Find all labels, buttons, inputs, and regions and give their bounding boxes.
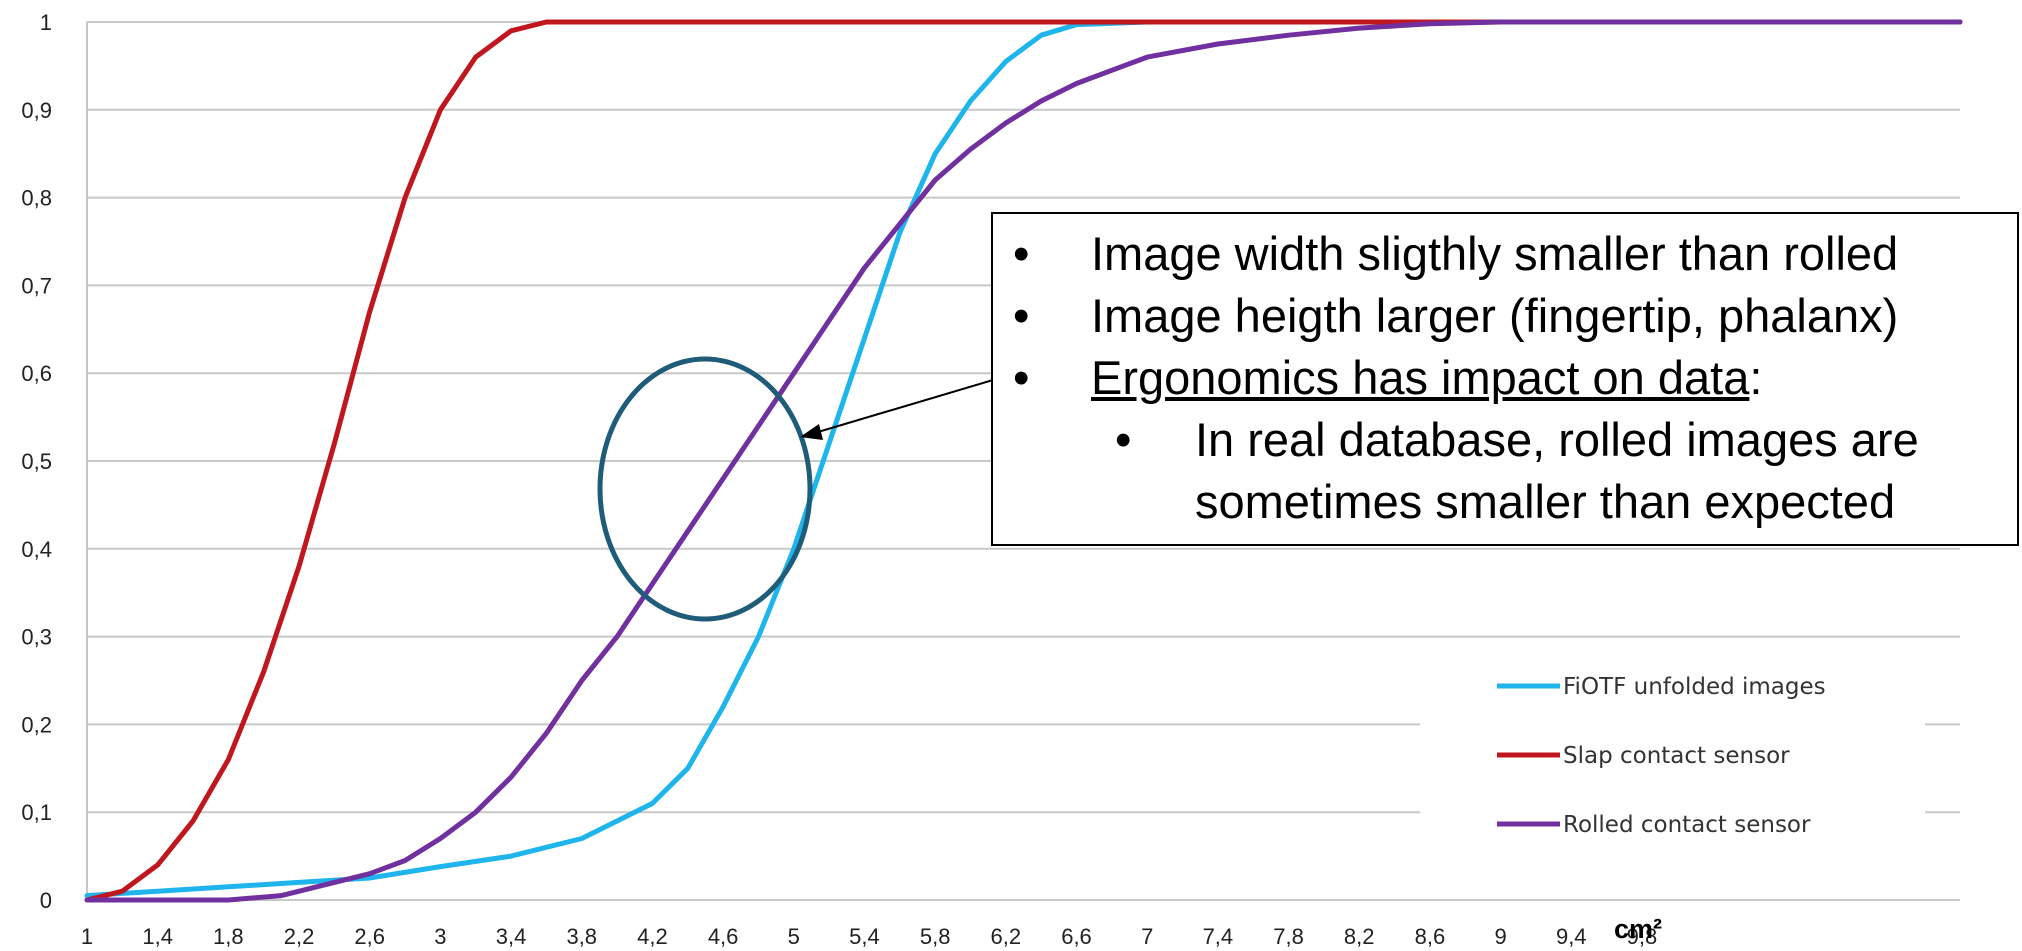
x-tick-label: 4,2	[637, 924, 668, 949]
x-tick-label: 3,4	[496, 924, 527, 949]
annotation-layer	[597, 356, 994, 622]
y-tick-label: 0,6	[21, 361, 52, 386]
x-axis-tick-labels: 1 1,4 1,8 2,2 2,6 3 3,4 3,8 4,2 4,6 5 5,4 5,8 6,2 6,6 7…	[81, 924, 1657, 949]
x-tick-label: 7,4	[1203, 924, 1234, 949]
callout-line-5: sometimes smaller than expected	[1195, 475, 1896, 528]
y-tick-label: 0,3	[21, 625, 52, 650]
callout-line-2: Image heigth larger (fingertip, phalanx)	[1091, 289, 1899, 342]
y-tick-label: 0,5	[21, 449, 52, 474]
x-tick-label: 8,2	[1344, 924, 1375, 949]
callout-line-3-colon: :	[1749, 351, 1763, 404]
annotation-arrow-head	[800, 424, 823, 440]
y-tick-label: 0,2	[21, 712, 52, 737]
x-tick-label: 6,6	[1061, 924, 1092, 949]
legend-label-1: FiOTF unfolded images	[1563, 674, 1826, 700]
bullet-4: •	[1115, 413, 1132, 466]
x-tick-label: 7,8	[1273, 924, 1304, 949]
callout-line-3-underlined: Ergonomics has impact on data	[1091, 351, 1750, 404]
y-axis-tick-labels: 0 0,1 0,2 0,3 0,4 0,5 0,6 0,7 0,8 0,9 1	[21, 10, 52, 913]
x-tick-label: 9	[1494, 924, 1506, 949]
x-tick-label: 9,4	[1556, 924, 1587, 949]
y-tick-label: 1	[40, 10, 52, 35]
legend: FiOTF unfolded images Slap contact sensor…	[1420, 652, 1925, 860]
callout-line-4: In real database, rolled images are	[1195, 413, 1919, 466]
x-tick-label: 4,6	[708, 924, 739, 949]
highlight-ellipse	[597, 356, 813, 622]
x-tick-label: 2,2	[284, 924, 315, 949]
annotation-arrow-shaft	[817, 379, 994, 433]
series-lines	[84, 19, 1963, 903]
bullet-3: •	[1013, 351, 1030, 404]
x-tick-label: 3,8	[566, 924, 597, 949]
y-tick-label: 0,1	[21, 800, 52, 825]
series-line-2	[84, 19, 1963, 903]
x-tick-label: 5,8	[920, 924, 951, 949]
x-tick-label: 9,8	[1627, 924, 1658, 949]
x-tick-label: 2,6	[354, 924, 385, 949]
series-line-3	[84, 19, 1963, 903]
x-tick-label: 3	[434, 924, 446, 949]
x-tick-label: 8,6	[1415, 924, 1446, 949]
y-tick-label: 0,4	[21, 537, 52, 562]
bullet-2: •	[1013, 289, 1030, 342]
legend-label-3: Rolled contact sensor	[1563, 812, 1811, 838]
x-tick-label: 5	[788, 924, 800, 949]
x-tick-label: 7	[1141, 924, 1153, 949]
x-tick-label: 1	[81, 924, 93, 949]
x-tick-label: 1,8	[213, 924, 244, 949]
y-tick-label: 0,9	[21, 98, 52, 123]
x-tick-label: 1,4	[142, 924, 173, 949]
callout-line-3: Ergonomics has impact on data:	[1091, 350, 1762, 406]
y-tick-label: 0,8	[21, 186, 52, 211]
y-tick-label: 0	[40, 888, 52, 913]
callout-box: • Image width sligthly smaller than roll…	[991, 212, 2019, 546]
y-tick-label: 0,7	[21, 273, 52, 298]
legend-label-2: Slap contact sensor	[1563, 743, 1790, 769]
x-axis-unit-label: cm²	[1614, 914, 1662, 944]
callout-line-1: Image width sligthly smaller than rolled	[1091, 227, 1899, 280]
x-tick-label: 6,2	[991, 924, 1022, 949]
bullet-1: •	[1013, 227, 1030, 280]
x-tick-label: 5,4	[849, 924, 880, 949]
